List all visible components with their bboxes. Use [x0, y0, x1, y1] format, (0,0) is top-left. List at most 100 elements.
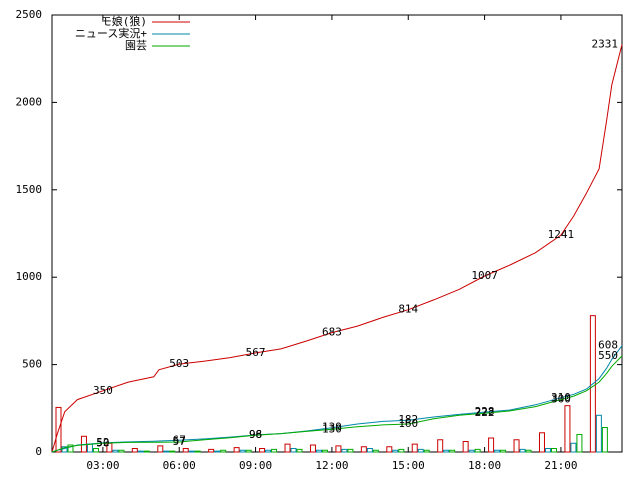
plot-frame: [51, 14, 623, 453]
bar: [550, 448, 557, 453]
point-label: 550: [598, 349, 618, 362]
bar: [525, 449, 532, 453]
point-label: 683: [322, 326, 342, 339]
bar: [220, 449, 227, 453]
bar: [474, 448, 481, 453]
x-tick-label: 09:00: [239, 459, 272, 472]
legend-label: モ娘(狼): [101, 14, 147, 28]
bar: [194, 450, 201, 453]
bar: [347, 448, 354, 453]
bar: [462, 441, 469, 453]
bar: [392, 449, 399, 453]
bar: [544, 448, 551, 453]
bar: [55, 406, 62, 453]
point-label: 1007: [471, 269, 498, 282]
y-tick-label: 0: [35, 445, 42, 458]
x-tick-label: 03:00: [86, 459, 119, 472]
bar: [564, 405, 571, 453]
bar: [259, 448, 266, 453]
legend-label: 園芸: [125, 39, 147, 52]
bar: [208, 448, 215, 453]
bar: [112, 449, 119, 453]
bar: [538, 432, 545, 453]
bar: [86, 443, 93, 453]
bar: [265, 449, 272, 453]
bar: [309, 444, 316, 453]
x-tick-label: 21:00: [544, 459, 577, 472]
bar: [239, 449, 246, 453]
point-label: 130: [322, 422, 342, 435]
bar: [290, 448, 297, 453]
bar: [214, 450, 221, 453]
bar: [601, 427, 608, 453]
series-line: [51, 345, 623, 453]
bar: [296, 448, 303, 453]
bar: [417, 448, 424, 453]
point-label: 222: [475, 406, 495, 419]
y-tick-label: 1000: [16, 270, 43, 283]
bar: [163, 450, 170, 453]
bar: [513, 439, 520, 453]
bar: [398, 448, 405, 453]
bar: [157, 445, 164, 453]
bar: [443, 449, 450, 453]
y-tick-label: 2000: [16, 95, 43, 108]
bar: [595, 414, 602, 453]
bar: [360, 446, 367, 453]
bar: [271, 448, 278, 453]
bar: [386, 446, 393, 453]
bar: [468, 449, 475, 453]
bar: [437, 439, 444, 453]
bar: [131, 448, 138, 453]
x-tick-label: 18:00: [468, 459, 501, 472]
bar: [92, 448, 99, 453]
point-label: 57: [173, 435, 186, 448]
bar: [570, 442, 577, 453]
point-label: 350: [93, 384, 113, 397]
x-tick-label: 12:00: [315, 459, 348, 472]
y-tick-label: 2500: [16, 8, 43, 21]
bar: [335, 445, 342, 453]
bar: [118, 449, 125, 453]
bar: [143, 450, 150, 453]
point-label: 96: [249, 428, 262, 441]
point-label: 50: [96, 436, 109, 449]
bar: [315, 449, 322, 453]
bar: [500, 449, 507, 453]
point-label: 503: [169, 357, 189, 370]
bar: [366, 448, 373, 453]
y-tick-label: 500: [22, 358, 42, 371]
bar: [449, 449, 456, 453]
bar: [182, 448, 189, 453]
point-label: 1241: [548, 228, 575, 241]
bar: [494, 449, 501, 453]
series-line: [51, 355, 623, 453]
point-label: 2331: [592, 38, 619, 51]
bar: [372, 449, 379, 453]
bar: [233, 447, 240, 453]
point-label: 52: [96, 436, 109, 449]
bar: [488, 437, 495, 453]
bar: [423, 449, 430, 453]
bar: [519, 448, 526, 453]
point-label: 98: [249, 428, 262, 441]
point-label: 608: [598, 339, 618, 352]
bar: [284, 443, 291, 453]
x-tick-label: 15:00: [392, 459, 425, 472]
bar: [321, 449, 328, 453]
bar: [411, 443, 418, 453]
bar: [576, 434, 583, 453]
bar: [169, 450, 176, 453]
point-label: 139: [322, 421, 342, 434]
point-label: 160: [398, 417, 418, 430]
bar: [245, 449, 252, 453]
bar: [188, 450, 195, 453]
point-label: 814: [398, 303, 418, 316]
bar: [67, 444, 74, 453]
bar: [341, 448, 348, 453]
y-tick-label: 1500: [16, 183, 43, 196]
x-tick-label: 06:00: [163, 459, 196, 472]
point-label: 567: [246, 346, 266, 359]
point-label: 228: [475, 405, 495, 418]
